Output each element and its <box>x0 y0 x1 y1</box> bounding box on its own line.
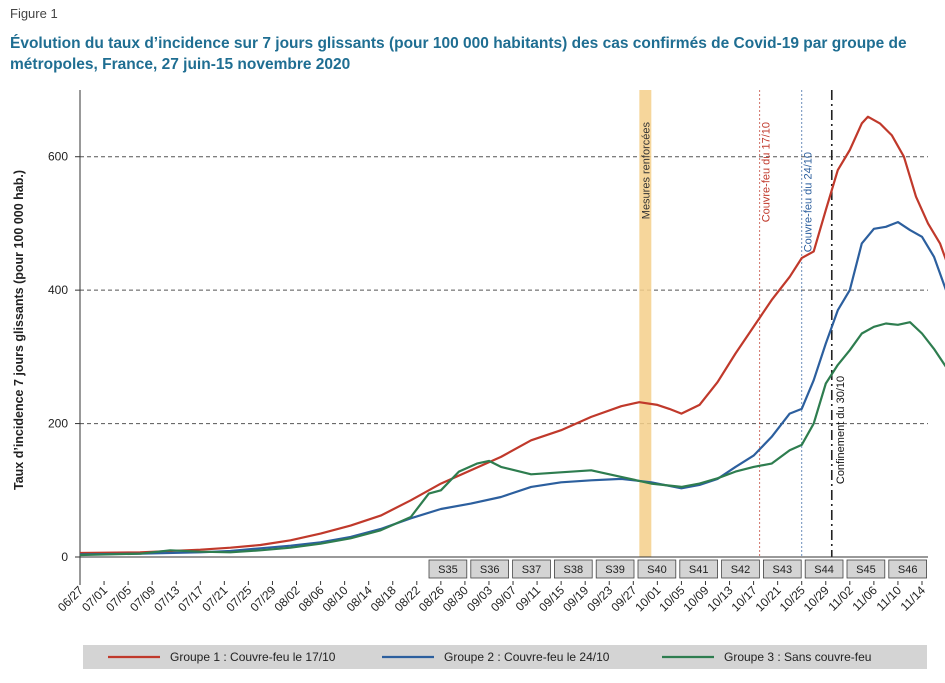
x-tick-label: 06/27 <box>55 583 86 614</box>
x-tick-label: 07/05 <box>103 583 134 614</box>
week-box <box>512 559 551 579</box>
week-label: S43 <box>773 564 793 576</box>
x-tick-label: 11/14 <box>898 583 929 614</box>
x-tick-label: 10/17 <box>729 583 760 614</box>
x-tick-label: 08/26 <box>416 583 447 614</box>
figure-label: Figure 1 <box>10 6 58 21</box>
y-tick-label: 600 <box>48 150 68 164</box>
y-tick-label: 200 <box>48 417 68 431</box>
x-tick-label: 09/27 <box>608 583 639 614</box>
x-tick-label: 07/09 <box>127 583 158 614</box>
annotation-label: Couvre-feu du 24/10 <box>803 152 815 252</box>
x-tick-label: 07/21 <box>199 583 230 614</box>
x-tick-label: 08/10 <box>320 583 351 614</box>
x-tick-label: 07/13 <box>151 583 182 614</box>
week-box <box>721 559 760 579</box>
x-tick-label: 07/01 <box>79 583 110 614</box>
x-tick-label: 08/22 <box>392 583 423 614</box>
x-tick-label: 10/29 <box>801 583 832 614</box>
x-tick-label: 09/23 <box>584 583 615 614</box>
series-line-1 <box>79 115 945 555</box>
x-tick-label: 11/10 <box>874 583 905 614</box>
week-labels: S35 S36 S37 S38 S39 S40 S41 S42 S43 S44 S45 S46 <box>428 559 927 579</box>
legend-label: Groupe 2 : Couvre-feu le 24/10 <box>444 650 610 664</box>
y-axis-label: Taux d’incidence 7 jours glissants (pour… <box>12 170 26 490</box>
y-tick-labels: 0 200 400 600 <box>48 150 68 564</box>
y-tick-label: 400 <box>48 283 68 297</box>
week-label: S38 <box>564 564 584 576</box>
week-box <box>679 559 718 579</box>
week-box <box>846 559 886 579</box>
week-box <box>470 559 509 579</box>
week-label: S46 <box>898 564 918 576</box>
legend-label: Groupe 1 : Couvre-feu le 17/10 <box>170 650 336 664</box>
x-tick-label: 11/02 <box>825 583 856 614</box>
x-tick-label: 09/11 <box>513 583 544 614</box>
x-tick-label: 10/21 <box>753 583 784 614</box>
x-tick-label: 08/18 <box>368 583 399 614</box>
y-tick-label: 0 <box>61 550 68 564</box>
legend-label: Groupe 3 : Sans couvre-feu <box>724 650 871 664</box>
grid-lines <box>80 156 928 425</box>
x-tick-labels: 06/2707/0107/0507/0907/1307/1707/2107/25… <box>55 583 928 614</box>
x-tick-label: 10/05 <box>656 583 687 614</box>
x-tick-label: 08/14 <box>344 583 375 614</box>
week-box <box>804 559 844 579</box>
annotation-label: Mesures renforcées <box>640 122 652 220</box>
chart-title: Évolution du taux d’incidence sur 7 jour… <box>10 35 907 73</box>
x-tick-label: 09/19 <box>560 583 591 614</box>
series-line-3 <box>79 321 945 557</box>
week-box <box>763 559 802 579</box>
week-label: S41 <box>689 564 709 576</box>
series-line-2 <box>79 221 945 556</box>
x-tick-label: 09/07 <box>488 583 519 614</box>
week-box <box>428 559 468 579</box>
x-tick-label: 08/02 <box>271 583 302 614</box>
week-box <box>554 559 593 579</box>
x-tick-label: 10/09 <box>680 583 711 614</box>
x-tick-label: 07/17 <box>175 583 206 614</box>
week-label: S45 <box>856 564 876 576</box>
week-label: S42 <box>731 564 751 576</box>
annotation-label: Confinement du 30/10 <box>835 376 847 484</box>
reinforced-measures-band <box>639 90 652 557</box>
x-tick-label: 10/13 <box>705 583 736 614</box>
week-box <box>888 559 927 579</box>
week-label: S40 <box>647 564 667 576</box>
week-label: S36 <box>480 564 500 576</box>
axes <box>75 90 928 585</box>
x-tick-label: 10/25 <box>777 583 808 614</box>
week-label: S44 <box>814 564 834 576</box>
week-label: S39 <box>605 564 625 576</box>
week-box <box>595 559 635 579</box>
x-tick-label: 07/25 <box>223 583 254 614</box>
x-tick-label: 11/06 <box>849 583 880 614</box>
annotation-layer: Mesures renforcées Couvre-feu du 17/10 Cou… <box>639 90 847 557</box>
legend-box <box>83 645 927 669</box>
annotation-label: Couvre-feu du 17/10 <box>761 122 773 222</box>
legend: Groupe 1 : Couvre-feu le 17/10 Groupe 2 :… <box>83 645 927 669</box>
x-tick-label: 09/03 <box>464 583 495 614</box>
week-label: S37 <box>522 564 542 576</box>
x-tick-label: 08/30 <box>440 583 471 614</box>
week-box <box>637 559 677 579</box>
x-tick-label: 08/06 <box>296 583 327 614</box>
series-layer <box>79 115 945 557</box>
week-label: S35 <box>438 564 458 576</box>
x-tick-label: 09/15 <box>536 583 567 614</box>
x-tick-label: 10/01 <box>632 583 663 614</box>
x-tick-label: 07/29 <box>247 583 278 614</box>
